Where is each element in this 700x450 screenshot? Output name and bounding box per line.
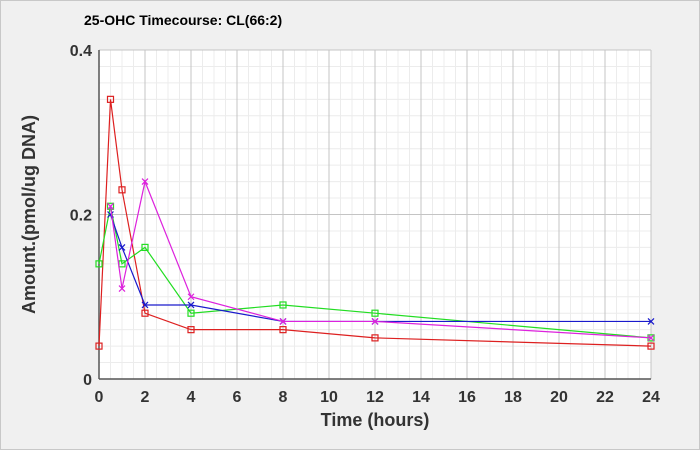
chart-title: 25-OHC Timecourse: CL(66:2) bbox=[84, 12, 283, 28]
data-point-marker bbox=[118, 285, 126, 292]
x-tick-label: 8 bbox=[279, 389, 288, 406]
data-point-marker bbox=[141, 178, 149, 186]
series-line bbox=[98, 99, 652, 347]
data-point-marker bbox=[187, 301, 195, 309]
marker-stroke bbox=[118, 243, 126, 251]
y-tick-label: 0.2 bbox=[70, 208, 92, 225]
series-3 bbox=[107, 178, 655, 342]
data-point-marker bbox=[647, 334, 655, 342]
data-point-marker bbox=[95, 342, 103, 350]
y-tick-label: 0.4 bbox=[70, 43, 92, 60]
marker-stroke bbox=[187, 293, 195, 301]
series-0 bbox=[95, 95, 655, 350]
data-point-marker bbox=[107, 202, 114, 210]
x-axis-label: Time (hours) bbox=[321, 410, 430, 430]
y-tick-label: 0 bbox=[83, 372, 92, 389]
data-point-marker bbox=[647, 318, 655, 325]
x-tick-label: 12 bbox=[366, 389, 384, 406]
x-tick-label: 2 bbox=[141, 389, 150, 406]
data-point-marker bbox=[371, 334, 379, 342]
series-layer bbox=[95, 95, 655, 350]
x-tick-label: 10 bbox=[320, 389, 338, 406]
x-tick-label: 14 bbox=[412, 389, 430, 406]
marker-stroke bbox=[647, 318, 655, 325]
x-tick-label: 0 bbox=[95, 389, 104, 406]
data-point-marker bbox=[118, 186, 126, 194]
data-point-marker bbox=[279, 326, 287, 334]
data-point-marker bbox=[279, 301, 287, 309]
x-tick-label: 20 bbox=[550, 389, 568, 406]
data-point-marker bbox=[371, 309, 379, 317]
marker-stroke bbox=[647, 334, 655, 342]
y-axis-label: Amount.(pmol/ug DNA) bbox=[19, 115, 39, 314]
axes bbox=[98, 50, 651, 380]
data-point-marker bbox=[187, 309, 195, 317]
data-point-marker bbox=[371, 318, 379, 325]
data-point-marker bbox=[95, 260, 103, 268]
x-tick-label: 6 bbox=[233, 389, 242, 406]
data-point-marker bbox=[141, 301, 149, 309]
data-point-marker bbox=[187, 326, 195, 334]
data-point-marker bbox=[106, 95, 115, 103]
data-point-marker bbox=[279, 318, 287, 325]
data-point-marker bbox=[141, 309, 149, 317]
marker-stroke bbox=[107, 211, 114, 218]
data-point-marker bbox=[141, 243, 149, 251]
marker-stroke bbox=[187, 301, 195, 309]
x-tick-label: 4 bbox=[187, 389, 196, 406]
data-point-marker bbox=[187, 293, 195, 301]
x-tick-label: 22 bbox=[596, 389, 614, 406]
x-tick-label: 16 bbox=[458, 389, 476, 406]
data-point-marker bbox=[118, 243, 126, 251]
x-tick-label: 24 bbox=[642, 389, 660, 406]
marker-stroke bbox=[141, 178, 149, 186]
marker-stroke bbox=[107, 202, 114, 210]
marker-stroke bbox=[371, 318, 379, 325]
marker-stroke bbox=[118, 285, 126, 292]
marker-stroke bbox=[279, 318, 287, 325]
x-tick-label: 18 bbox=[504, 389, 522, 406]
marker-stroke bbox=[141, 301, 149, 309]
data-point-marker bbox=[647, 342, 655, 350]
